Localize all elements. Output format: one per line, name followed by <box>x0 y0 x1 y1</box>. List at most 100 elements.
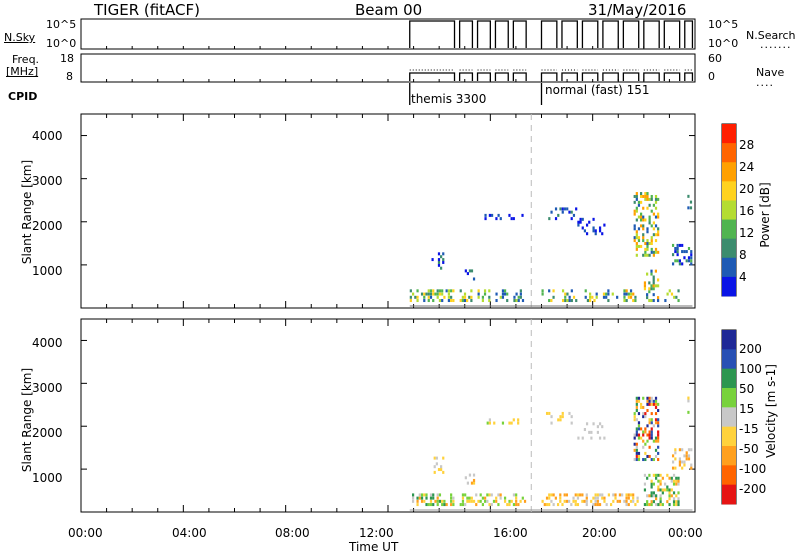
velocity-data-cell <box>425 496 428 500</box>
velocity-data-cell <box>481 503 485 507</box>
power-data-cell <box>650 287 653 291</box>
power-data-cell <box>625 289 628 293</box>
velocity-data-cell <box>565 499 569 503</box>
power-cbar-tick-24: 24 <box>739 160 755 174</box>
velocity-data-cell <box>506 503 509 507</box>
velocity-data-cell <box>568 499 571 503</box>
velocity-data-cell <box>585 496 588 500</box>
velocity-data-cell <box>657 433 660 437</box>
power-data-cell <box>676 253 679 257</box>
velocity-data-cell <box>652 424 655 428</box>
power-data-cell <box>423 292 426 296</box>
velocity-data-cell <box>442 470 445 474</box>
velocity-data-cell <box>634 503 637 507</box>
power-data-cell <box>657 233 660 237</box>
velocity-data-cell <box>574 499 577 503</box>
power-data-cell <box>652 221 655 225</box>
power-data-cell <box>637 239 641 243</box>
velocity-data-cell <box>468 496 471 500</box>
velocity-data-cell <box>585 493 588 497</box>
nsky-trace <box>494 20 509 48</box>
velocity-data-cell <box>466 499 469 503</box>
velocity-data-cell <box>677 491 680 495</box>
power-data-cell <box>642 218 645 222</box>
velocity-data-cell <box>650 503 653 507</box>
velocity-data-cell <box>659 497 662 501</box>
power-data-cell <box>650 236 653 240</box>
power-data-cell <box>652 212 655 216</box>
velocity-data-cell <box>581 499 584 503</box>
velocity-data-cell <box>450 499 453 503</box>
velocity-data-cell <box>576 503 580 507</box>
power-data-cell <box>623 299 626 303</box>
power-data-cell <box>643 284 647 288</box>
velocity-data-cell <box>623 499 626 503</box>
power-colorbar-swatch <box>722 257 736 278</box>
power-data-cell <box>601 232 604 236</box>
power-data-cell <box>637 244 641 248</box>
velocity-data-cell <box>433 470 436 474</box>
power-data-cell <box>585 232 589 236</box>
power-data-cell <box>550 210 553 214</box>
power-data-cell <box>552 295 555 299</box>
power-data-cell <box>603 223 606 227</box>
power-data-cell <box>434 292 437 296</box>
power-data-cell <box>633 224 636 228</box>
velocity-data-cell <box>671 454 675 458</box>
power-colorbar-swatch <box>722 124 736 144</box>
power-data-cell <box>671 243 675 247</box>
velocity-data-cell <box>429 496 433 500</box>
power-data-cell <box>639 215 643 219</box>
power-data-cell <box>650 224 653 228</box>
power-data-cell <box>644 250 647 254</box>
velocity-data-cell <box>659 473 662 477</box>
velocity-data-cell <box>545 496 549 500</box>
velocity-data-cell <box>675 500 678 504</box>
velocity-data-cell <box>635 448 638 452</box>
power-data-cell <box>436 295 439 299</box>
velocity-data-cell <box>646 399 649 403</box>
power-data-cell <box>468 295 471 299</box>
velocity-data-cell <box>655 476 658 480</box>
velocity-data-cell <box>652 482 655 486</box>
power-data-cell <box>689 200 693 204</box>
velocity-data-cell <box>661 491 664 495</box>
velocity-data-cell <box>650 427 653 431</box>
power-data-cell <box>577 220 580 224</box>
velocity-data-cell <box>550 415 553 419</box>
velocity-data-cell <box>650 458 653 462</box>
velocity-data-cell <box>646 500 649 504</box>
power-data-cell <box>683 256 686 260</box>
velocity-colorbar-swatch <box>722 368 736 389</box>
velocity-data-cell <box>541 499 544 503</box>
velocity-data-cell <box>646 424 649 428</box>
power-data-cell <box>432 292 435 296</box>
power-data-cell <box>623 292 626 296</box>
power-data-cell <box>594 229 597 233</box>
power-data-cell <box>670 292 674 296</box>
velocity-data-cell <box>568 411 571 415</box>
velocity-data-cell <box>654 405 658 409</box>
power-data-cell <box>568 299 571 303</box>
velocity-data-cell <box>598 436 602 440</box>
power-data-cell <box>503 292 507 296</box>
velocity-data-cell <box>470 499 473 503</box>
velocity-data-cell <box>654 402 658 406</box>
power-data-cell <box>652 284 655 288</box>
power-data-cell <box>447 289 451 293</box>
velocity-data-cell <box>627 496 630 500</box>
power-data-cell <box>648 197 651 201</box>
power-colorbar-swatch <box>722 143 736 163</box>
power-data-cell <box>690 250 693 254</box>
velocity-data-cell <box>596 503 599 507</box>
power-data-cell <box>607 299 610 303</box>
power-data-cell <box>650 299 653 303</box>
power-data-cell <box>668 289 671 293</box>
velocity-data-cell <box>690 448 693 452</box>
velocity-data-cell <box>598 493 602 497</box>
power-data-cell <box>683 250 686 254</box>
power-data-cell <box>646 242 649 246</box>
power-data-cell <box>488 295 491 299</box>
power-data-cell <box>442 258 445 262</box>
power-data-cell <box>652 275 655 279</box>
